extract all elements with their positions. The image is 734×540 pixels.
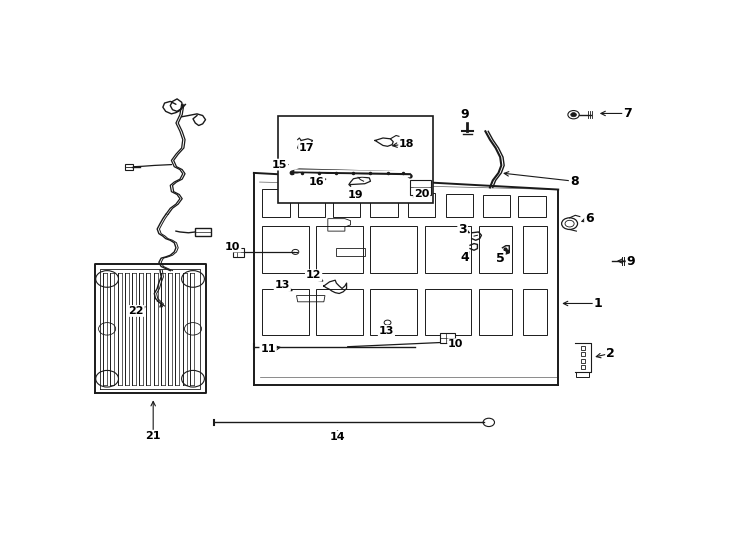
Text: 20: 20 [414,188,429,199]
Text: 4: 4 [460,251,469,264]
Text: 7: 7 [623,107,632,120]
Text: 10: 10 [225,241,241,252]
Text: 19: 19 [348,191,363,200]
Bar [410,180,431,194]
Circle shape [571,113,576,117]
Text: 10: 10 [448,339,463,349]
Text: 16: 16 [308,177,324,187]
Bar [195,228,211,236]
Bar [278,116,433,203]
Text: 22: 22 [128,306,144,316]
Text: 1: 1 [594,297,603,310]
Text: 14: 14 [330,431,345,442]
Text: 12: 12 [306,270,321,280]
Text: 15: 15 [272,160,287,170]
Text: 9: 9 [460,108,469,121]
Bar [233,248,244,257]
Bar [125,164,133,170]
Text: 5: 5 [495,252,504,265]
Text: 21: 21 [145,431,161,441]
Text: 8: 8 [570,175,578,188]
Text: 3: 3 [458,223,467,236]
Bar [576,373,589,377]
Text: 2: 2 [606,347,615,360]
Bar [440,333,454,342]
Text: 6: 6 [585,212,594,225]
Text: 9: 9 [627,254,636,267]
Text: 18: 18 [399,139,415,149]
Text: 13: 13 [379,326,394,336]
Text: 17: 17 [299,143,315,153]
Text: 13: 13 [275,280,290,290]
Text: 11: 11 [261,344,276,354]
